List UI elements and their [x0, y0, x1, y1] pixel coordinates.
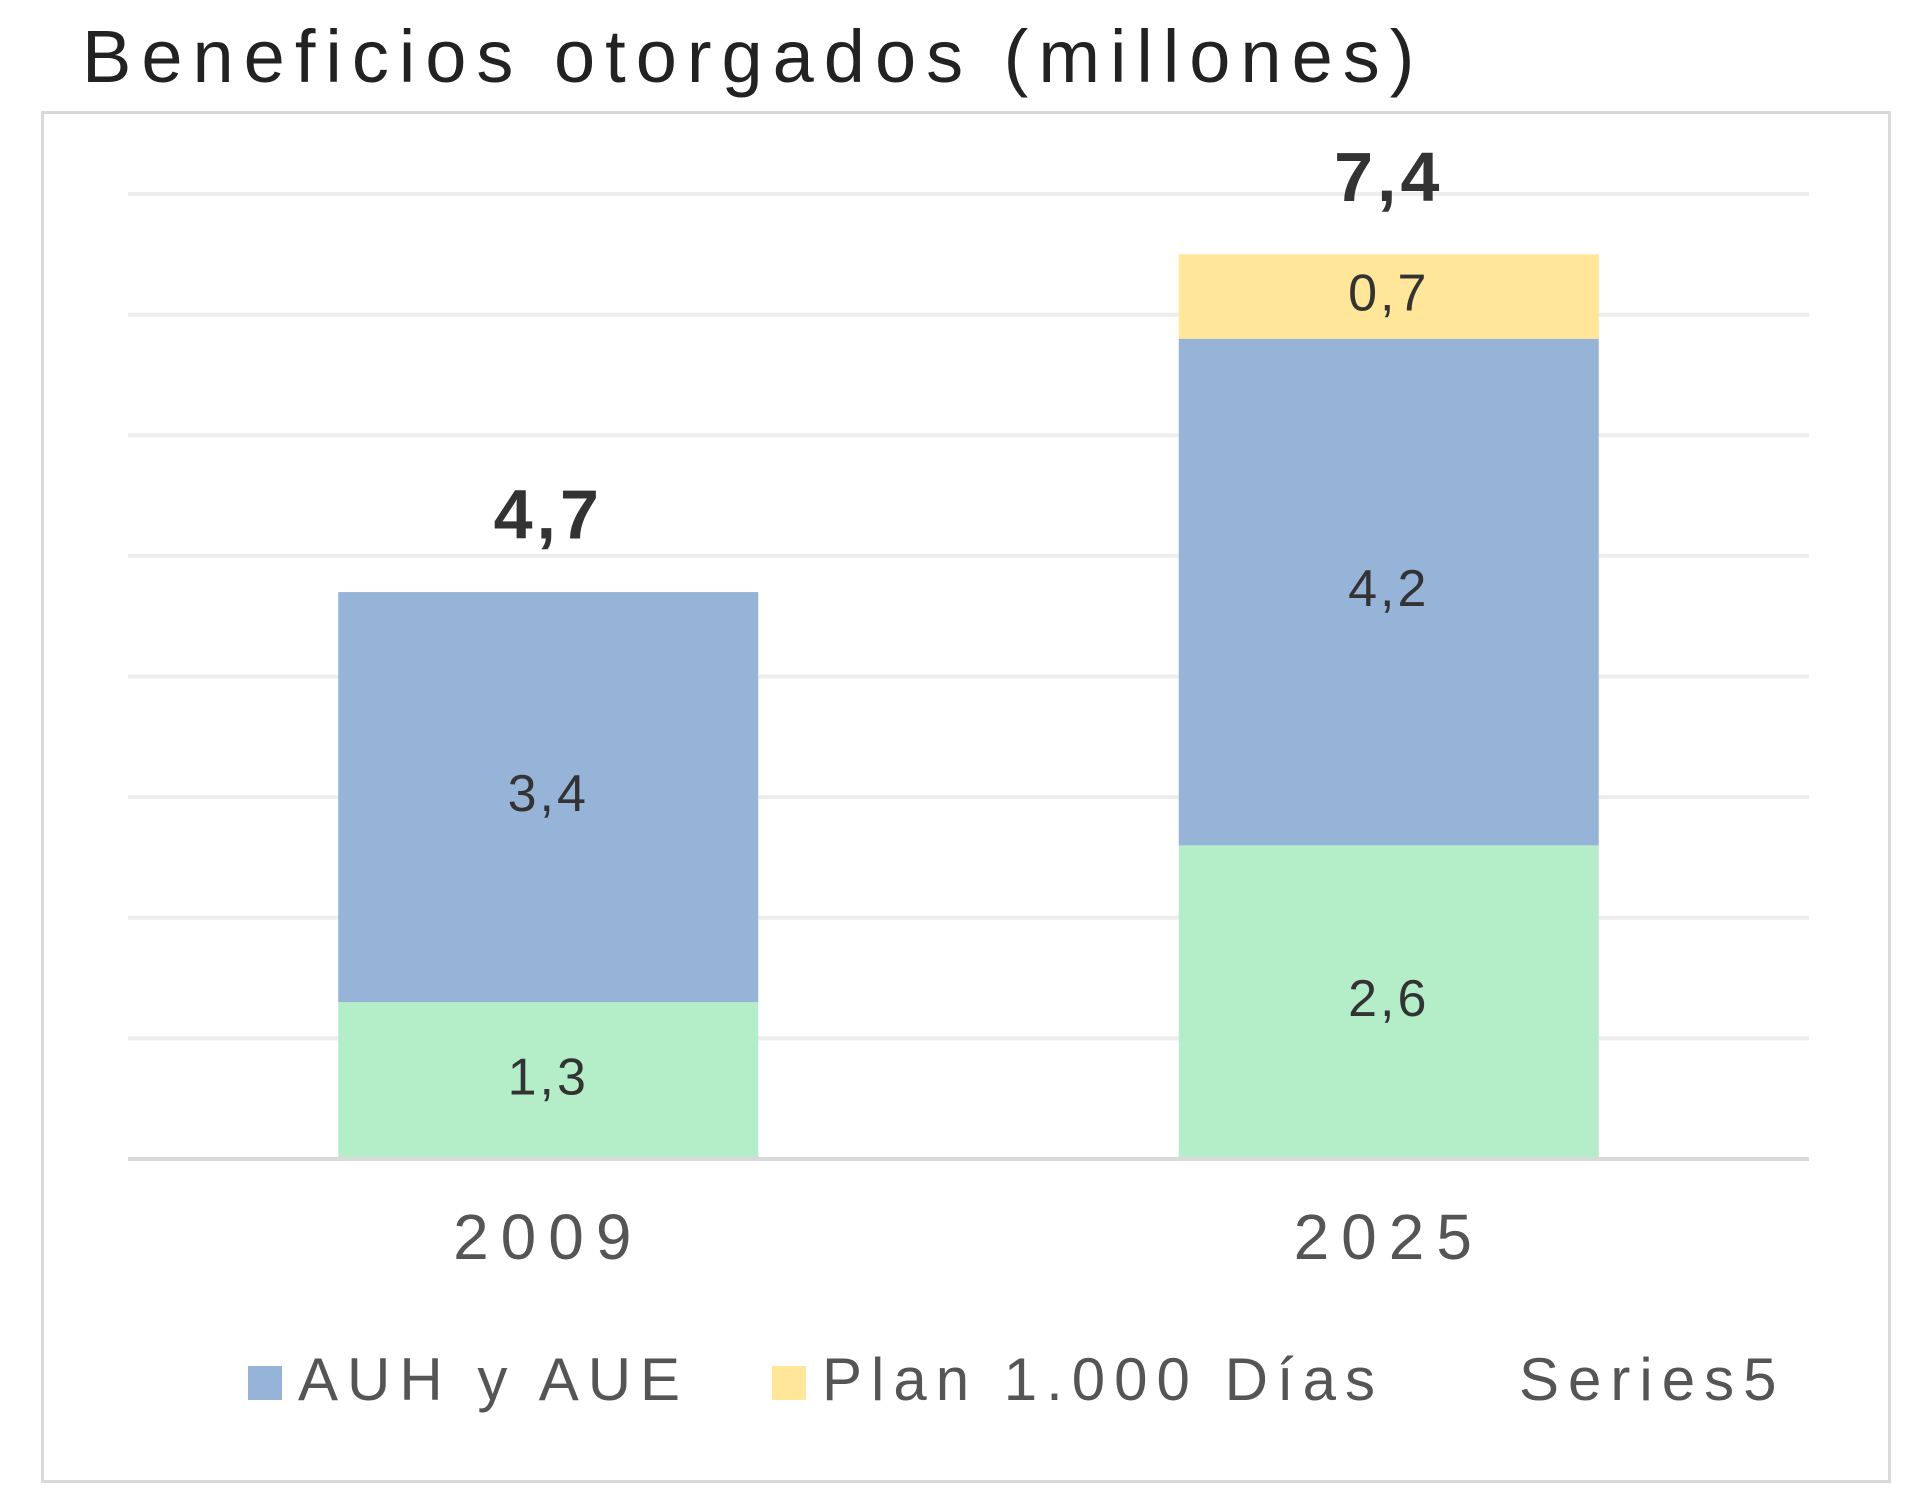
legend-label: Plan 1.000 Días [822, 1346, 1384, 1413]
legend-label: Series5 [1519, 1346, 1785, 1413]
bar-segment [338, 1002, 759, 1159]
legend-swatch [248, 1366, 282, 1400]
bar-segment [1178, 254, 1599, 339]
category-label: 2009 [453, 1201, 643, 1273]
category-label: 2025 [1294, 1201, 1484, 1273]
bar-segment [1178, 338, 1599, 846]
segment-label: 4,2 [1348, 560, 1429, 618]
bar-segment [338, 592, 759, 1003]
legend-label: AUH y AUE [298, 1346, 689, 1413]
chart-title: Beneficios otorgados (millones) [82, 15, 1425, 98]
legend-swatch [772, 1366, 806, 1400]
total-label: 7,4 [1334, 138, 1443, 216]
segment-label: 0,7 [1348, 264, 1429, 322]
segment-label: 2,6 [1348, 970, 1429, 1028]
segment-label: 1,3 [508, 1048, 589, 1106]
chart-frame: 1,3 3,4 4,7 2009 2,6 4,2 0,7 7,4 2025 AUH y AUE Pl… [41, 111, 1891, 1483]
stacked-bar-chart: 1,3 3,4 4,7 2009 2,6 4,2 0,7 7,4 2025 AUH y AUE Pl… [128, 138, 1809, 1413]
segment-label: 3,4 [508, 765, 589, 823]
total-label: 4,7 [494, 476, 603, 554]
bar-segment [1178, 845, 1599, 1159]
